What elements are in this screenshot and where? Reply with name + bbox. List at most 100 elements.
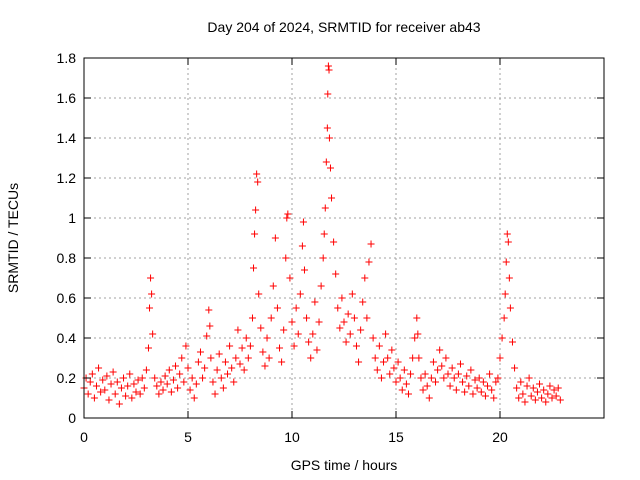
data-point	[533, 388, 541, 396]
data-point	[296, 290, 304, 298]
data-point	[105, 396, 113, 404]
data-point	[338, 294, 346, 302]
data-point	[122, 392, 130, 400]
axis-ticks: 0 0.2 0.4 0.6 0.8 1 1.2 1.4 1.6 1.8 0 5 10 15 20	[57, 50, 604, 445]
data-point	[130, 380, 138, 388]
data-point	[355, 358, 363, 366]
data-point	[382, 330, 390, 338]
data-point	[413, 314, 421, 322]
data-point	[92, 382, 100, 390]
data-point	[265, 354, 273, 362]
data-point	[442, 354, 450, 362]
data-point	[402, 380, 410, 388]
data-point	[95, 364, 103, 372]
data-point	[367, 240, 375, 248]
x-tick-label: 10	[284, 429, 300, 445]
data-point	[492, 378, 500, 386]
data-point	[454, 370, 462, 378]
data-point	[303, 314, 311, 322]
data-point	[361, 274, 369, 282]
data-point	[340, 318, 348, 326]
data-point	[103, 372, 111, 380]
data-point	[392, 378, 400, 386]
data-point	[321, 204, 329, 212]
data-point	[359, 298, 367, 306]
data-point	[396, 374, 404, 382]
data-point	[99, 376, 107, 384]
data-point	[332, 270, 340, 278]
data-point	[417, 374, 425, 382]
data-point	[438, 362, 446, 370]
data-point	[496, 354, 504, 362]
data-point	[446, 382, 454, 390]
data-point	[234, 326, 242, 334]
data-point	[371, 354, 379, 362]
data-point	[477, 388, 485, 396]
data-point	[434, 366, 442, 374]
data-point	[206, 322, 214, 330]
data-point	[411, 334, 419, 342]
data-point	[226, 342, 234, 350]
data-point	[215, 350, 223, 358]
data-point	[523, 382, 531, 390]
data-point	[469, 390, 477, 398]
y-tick-label: 1.4	[57, 130, 77, 146]
y-tick-label: 1.8	[57, 50, 77, 66]
data-point	[267, 314, 275, 322]
y-tick-label: 0.2	[57, 370, 77, 386]
data-point	[505, 274, 513, 282]
data-point	[151, 374, 159, 382]
data-point	[536, 380, 544, 388]
data-point	[138, 374, 146, 382]
data-point	[319, 254, 327, 262]
data-point	[172, 362, 180, 370]
data-point	[284, 210, 292, 218]
y-axis-label: SRMTID / TECUs	[5, 183, 21, 293]
x-tick-label: 5	[184, 429, 192, 445]
data-point	[552, 392, 560, 400]
data-point	[254, 178, 262, 186]
y-tick-label: 1.6	[57, 90, 77, 106]
data-point	[205, 306, 213, 314]
data-point	[432, 378, 440, 386]
data-point	[307, 354, 315, 362]
data-point	[365, 258, 373, 266]
data-point	[529, 384, 537, 392]
data-point	[153, 382, 161, 390]
data-point	[556, 396, 564, 404]
data-point	[148, 290, 156, 298]
data-point	[294, 330, 302, 338]
data-point	[190, 394, 198, 402]
data-point	[180, 378, 188, 386]
data-point	[134, 376, 142, 384]
data-point	[484, 382, 492, 390]
data-point	[461, 388, 469, 396]
plot-frame	[83, 57, 605, 419]
data-point	[259, 348, 267, 356]
data-point	[199, 374, 207, 382]
data-point	[323, 124, 331, 132]
data-point	[124, 382, 132, 390]
data-point	[427, 374, 435, 382]
data-point	[84, 390, 92, 398]
y-tick-label: 0.8	[57, 250, 77, 266]
data-point	[140, 384, 148, 392]
data-point	[271, 234, 279, 242]
data-point	[242, 334, 250, 342]
data-point	[546, 382, 554, 390]
data-point	[163, 380, 171, 388]
data-point	[548, 394, 556, 402]
data-point	[324, 62, 332, 70]
data-point	[273, 304, 281, 312]
data-point	[240, 366, 248, 374]
data-point	[283, 214, 291, 222]
data-point	[167, 388, 175, 396]
data-point	[288, 318, 296, 326]
data-point	[315, 318, 323, 326]
data-point	[136, 390, 144, 398]
data-point	[147, 274, 155, 282]
data-point	[324, 90, 332, 98]
data-point	[144, 344, 152, 352]
data-point	[97, 388, 105, 396]
